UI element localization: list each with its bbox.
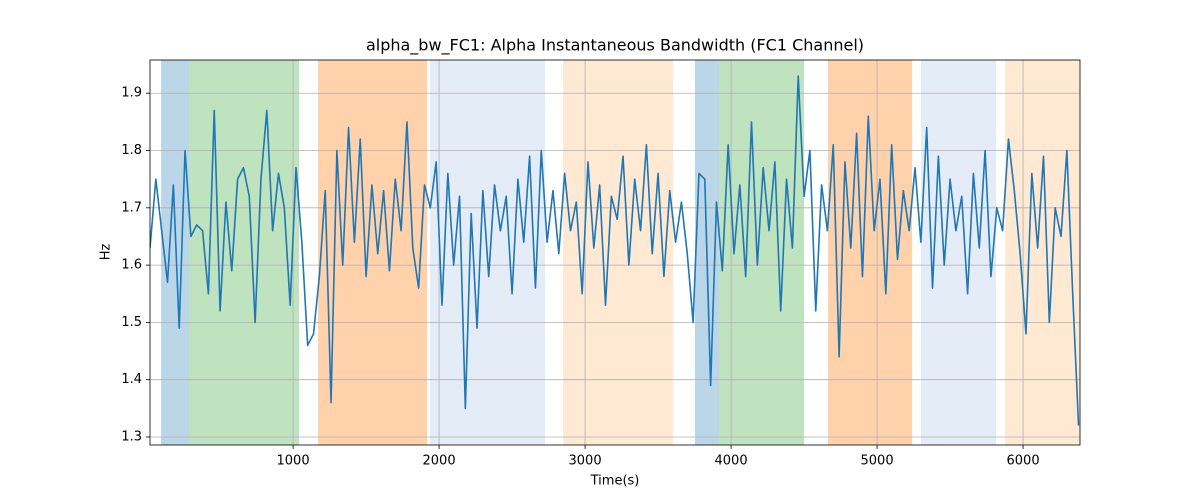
y-tick-label: 1.5 (121, 315, 142, 330)
shaded-span (161, 60, 190, 445)
plot-frame (149, 59, 1081, 446)
x-tick-label: 6000 (1007, 454, 1040, 469)
x-tick-label: 3000 (569, 454, 602, 469)
y-tick-label: 1.3 (121, 429, 142, 444)
x-tick-label: 2000 (423, 454, 456, 469)
shaded-span (719, 60, 805, 445)
shaded-span (318, 60, 428, 445)
shaded-span (1005, 60, 1080, 445)
y-tick-label: 1.9 (121, 86, 142, 101)
shaded-span (563, 60, 674, 445)
plot-area (150, 75, 1080, 426)
y-axis-label: Hz (99, 244, 114, 261)
data-line (150, 75, 1080, 426)
y-tick-label: 1.4 (121, 372, 142, 387)
shaded-span (189, 60, 300, 445)
x-tick-label: 1000 (277, 454, 310, 469)
y-tick-label: 1.7 (121, 200, 142, 215)
chart-title: alpha_bw_FC1: Alpha Instantaneous Bandwi… (366, 36, 864, 56)
shaded-span (921, 60, 997, 445)
x-tick-label: 4000 (715, 454, 748, 469)
y-tick-label: 1.6 (121, 258, 142, 273)
y-tick-label: 1.8 (121, 143, 142, 158)
x-tick-label: 5000 (861, 454, 894, 469)
shaded-span (828, 60, 913, 445)
x-axis-label: Time(s) (590, 474, 640, 489)
